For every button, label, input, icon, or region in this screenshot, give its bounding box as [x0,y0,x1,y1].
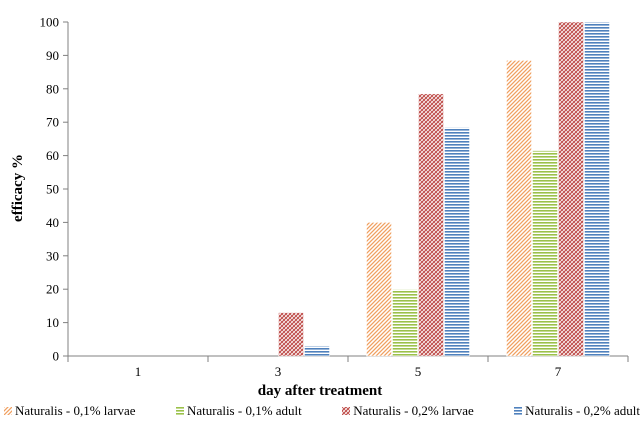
y-tick-label: 90 [46,48,59,63]
legend-label: Naturalis - 0,1% adult [186,403,302,418]
legend: Naturalis - 0,1% larvae Naturalis - 0,1% … [4,403,640,419]
bar-naturalis-0-1-adult-day-7 [532,150,558,357]
y-tick-label: 50 [46,182,59,197]
bar-naturalis-0-2-larvae-day-5 [418,93,444,357]
tick-labels: 0 10 20 30 40 50 60 70 80 90 100 1 3 5 7 [40,15,562,380]
y-tick-label: 40 [46,215,59,230]
y-tick-label: 70 [46,115,59,130]
legend-item: Naturalis - 0,2% adult [514,403,640,419]
bar-naturalis-0-1-larvae-day-5 [366,222,392,357]
legend-swatch-icon [4,407,12,415]
bar-naturalis-0-2-adult-day-3 [304,345,330,357]
y-tick-label: 0 [53,349,60,364]
y-tick-label: 10 [46,315,59,330]
x-tick-label: 3 [275,364,282,379]
legend-swatch-icon [175,407,184,415]
legend-swatch-icon [514,407,523,415]
legend-item: Naturalis - 0,1% adult [175,403,302,419]
legend-item: Naturalis - 0,1% larvae [4,403,136,419]
legend-swatch-icon [342,407,351,415]
x-tick-label: 1 [135,364,142,379]
y-tick-label: 20 [46,282,59,297]
y-tick-label: 30 [46,248,59,263]
y-tick-label: 80 [46,81,59,96]
legend-label: Naturalis - 0,1% larvae [15,403,136,418]
y-axis-title: efficacy % [10,154,26,222]
bar-naturalis-0-2-adult-day-5 [444,126,470,357]
x-tick-label: 5 [415,364,422,379]
bars [278,21,610,357]
bar-naturalis-0-2-larvae-day-7 [558,21,584,357]
x-axis-title: day after treatment [258,383,382,399]
x-tick-label: 7 [555,364,562,379]
bar-naturalis-0-2-larvae-day-3 [278,312,304,357]
y-tick-label: 100 [40,15,60,30]
legend-item: Naturalis - 0,2% larvae [342,403,474,419]
y-tick-label: 60 [46,148,59,163]
bar-naturalis-0-1-larvae-day-7 [506,60,532,357]
legend-label: Naturalis - 0,2% larvae [353,403,474,418]
bar-naturalis-0-2-adult-day-7 [584,21,610,357]
legend-label: Naturalis - 0,2% adult [525,403,640,418]
bar-naturalis-0-1-adult-day-5 [392,288,418,357]
